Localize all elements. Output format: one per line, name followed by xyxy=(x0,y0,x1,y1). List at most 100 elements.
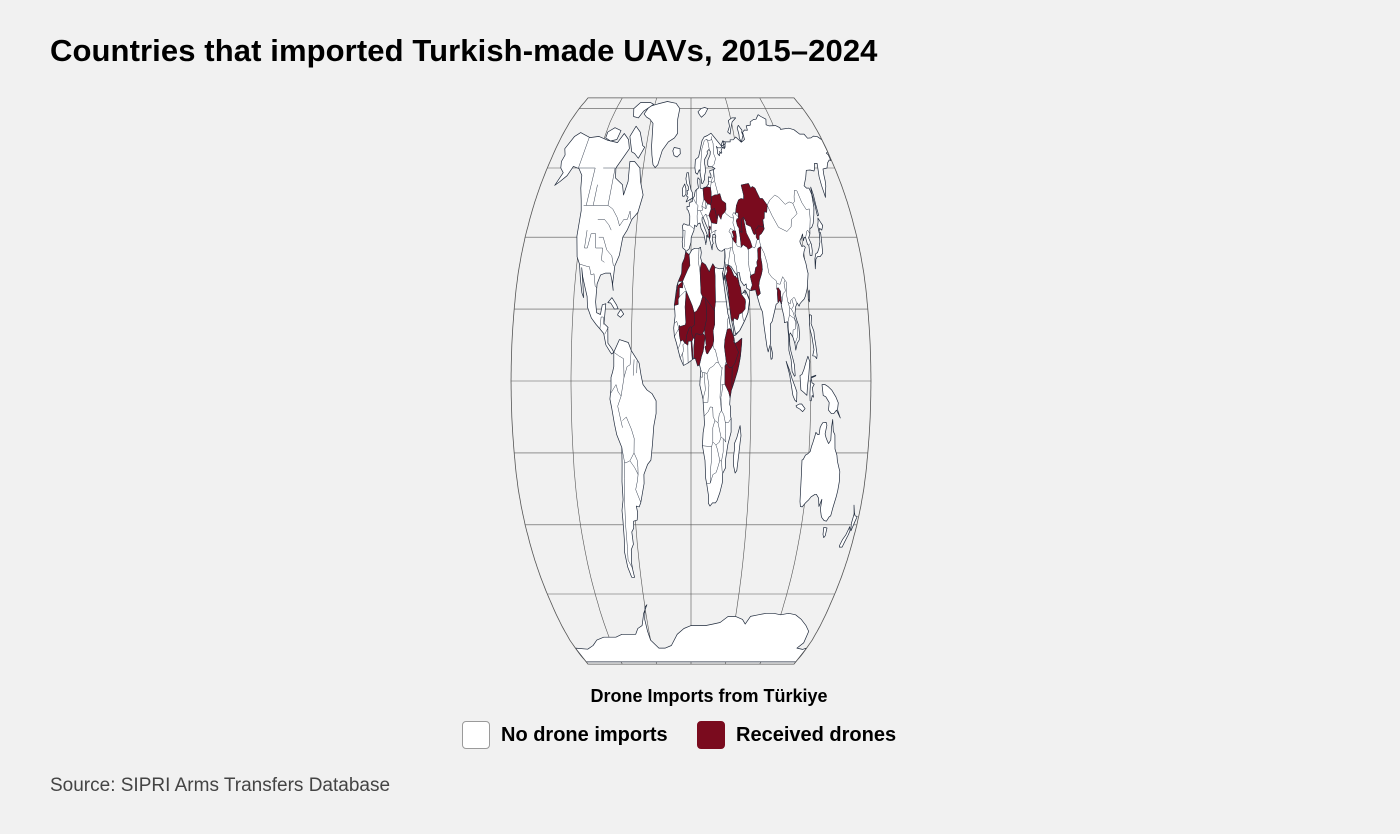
landmass-taiwan xyxy=(808,289,811,303)
country-border xyxy=(708,180,715,183)
map-title: Countries that imported Turkish-made UAV… xyxy=(50,33,878,68)
country-border xyxy=(787,301,790,343)
landmass-svalbard xyxy=(697,107,709,118)
country-saudi-arabia xyxy=(724,264,746,323)
country-border xyxy=(607,167,616,206)
country-border xyxy=(682,353,684,366)
country-morocco xyxy=(674,251,691,306)
country-border xyxy=(623,350,632,378)
country-azerbaijan xyxy=(731,230,737,244)
country-border xyxy=(696,210,698,224)
landmass-hispaniola xyxy=(617,309,625,318)
landmass-victoria-island xyxy=(605,127,622,142)
landmass-ellesmere-island xyxy=(633,102,655,119)
globe-edge xyxy=(510,97,872,665)
landmass-sumatra xyxy=(785,360,798,403)
landmass-iceland xyxy=(672,147,681,158)
country-kyrgyzstan xyxy=(755,225,765,240)
country-border xyxy=(700,210,704,218)
country-border xyxy=(632,359,635,376)
legend-swatch-no-imports xyxy=(462,721,490,749)
country-border xyxy=(702,445,712,448)
country-border xyxy=(706,441,714,485)
landmass-japan xyxy=(814,231,824,270)
land-layer xyxy=(554,101,858,663)
country-romania xyxy=(708,207,718,224)
landmass-antarctica xyxy=(575,604,810,663)
country-chad xyxy=(704,298,715,355)
country-border xyxy=(579,263,597,288)
landmass-nz-south xyxy=(839,526,851,548)
country-border xyxy=(677,341,681,350)
country-border xyxy=(578,137,590,169)
landmass-madagascar xyxy=(733,425,742,474)
country-border xyxy=(674,321,680,329)
country-border xyxy=(720,384,732,423)
landmass-hokkaido xyxy=(817,217,824,233)
country-border xyxy=(624,461,633,569)
graticule xyxy=(511,97,871,665)
landmass-novaya-zemlya xyxy=(727,117,737,135)
country-border xyxy=(597,219,612,231)
country-pakistan xyxy=(750,246,763,297)
landmass-greenland xyxy=(643,101,681,168)
country-kosovo xyxy=(708,225,711,231)
country-border xyxy=(766,194,793,206)
country-border xyxy=(633,452,639,475)
landmass-baffin-island xyxy=(629,125,646,159)
globe-border xyxy=(510,97,872,665)
country-border xyxy=(635,489,642,503)
source-note: Source: SIPRI Arms Transfers Database xyxy=(50,775,391,796)
country-border xyxy=(689,224,695,229)
country-border xyxy=(713,169,719,195)
country-border xyxy=(679,343,685,359)
country-border xyxy=(784,280,797,305)
country-border xyxy=(585,167,596,206)
country-border xyxy=(725,231,733,250)
country-border xyxy=(702,372,706,400)
country-border xyxy=(674,328,680,337)
country-border xyxy=(710,232,713,235)
landmass-sri-lanka xyxy=(770,345,773,360)
landmass-java xyxy=(795,403,806,412)
country-border xyxy=(598,236,614,266)
landmass-ireland xyxy=(682,183,687,197)
country-border xyxy=(741,312,744,321)
landmass-south-america xyxy=(609,339,657,578)
legend-label-received: Received drones xyxy=(736,723,897,746)
highlight-layer xyxy=(674,183,782,399)
country-bangladesh xyxy=(776,287,782,305)
country-border xyxy=(715,438,724,462)
country-togo xyxy=(690,341,694,360)
country-somalia xyxy=(731,337,743,388)
country-border xyxy=(789,314,796,337)
landmass-cuba xyxy=(607,297,619,310)
legend-swatch-received xyxy=(697,721,725,749)
country-border xyxy=(760,246,786,302)
country-border xyxy=(712,420,722,446)
landmass-eurasia xyxy=(681,114,832,377)
country-border xyxy=(705,214,710,229)
country-turkmenistan xyxy=(738,217,753,250)
landmass-borneo xyxy=(799,355,811,396)
country-border xyxy=(789,307,798,344)
country-border xyxy=(599,316,605,329)
landmass-tasmania xyxy=(822,526,828,538)
landmass-sulawesi xyxy=(809,374,817,402)
landmass-philippines xyxy=(809,314,818,360)
country-border xyxy=(791,299,794,310)
country-border xyxy=(732,247,738,274)
country-border xyxy=(721,461,723,474)
legend-title: Drone Imports from Türkiye xyxy=(590,686,828,706)
country-border xyxy=(808,243,811,246)
country-border xyxy=(697,248,701,273)
country-border xyxy=(700,372,703,378)
landmass-new-guinea xyxy=(821,384,841,419)
country-border xyxy=(762,189,811,232)
country-border xyxy=(700,138,712,172)
country-border xyxy=(717,422,727,443)
country-border xyxy=(700,362,719,375)
country-border xyxy=(714,229,717,235)
